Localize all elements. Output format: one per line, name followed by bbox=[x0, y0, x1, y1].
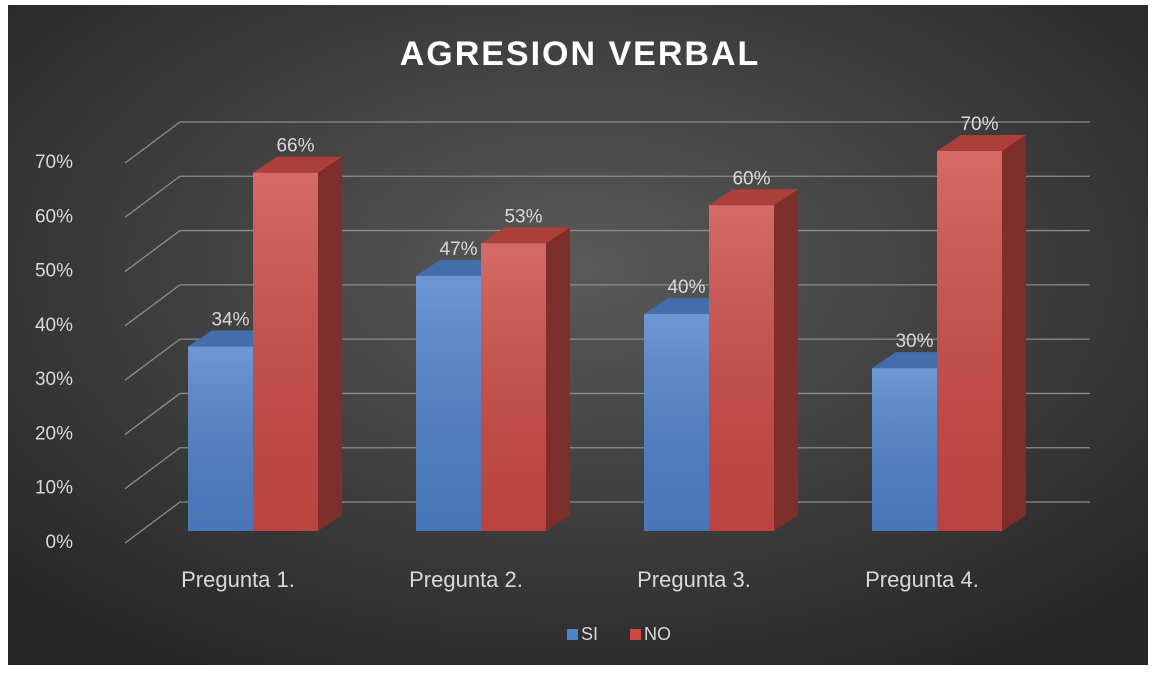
bar bbox=[937, 135, 1026, 531]
bar-side bbox=[1002, 135, 1026, 531]
y-tick-label: 40% bbox=[35, 315, 73, 336]
bar-top bbox=[937, 135, 1026, 151]
bar bbox=[253, 156, 342, 531]
bar-top bbox=[481, 227, 570, 244]
bar-top bbox=[253, 156, 342, 173]
bar-top bbox=[709, 189, 798, 206]
value-label: 30% bbox=[895, 331, 933, 352]
chart-title: AGRESION VERBAL bbox=[400, 35, 761, 73]
value-label: 34% bbox=[211, 309, 249, 330]
y-tick-label: 0% bbox=[46, 532, 74, 553]
value-label: 70% bbox=[960, 114, 998, 135]
x-tick-label: Pregunta 1. bbox=[181, 567, 295, 592]
legend-swatch bbox=[567, 629, 578, 640]
bar-shine bbox=[872, 368, 937, 531]
grid-line bbox=[124, 121, 1090, 164]
x-tick-label: Pregunta 3. bbox=[637, 567, 751, 592]
bar bbox=[709, 189, 798, 532]
y-tick-label: 60% bbox=[35, 206, 73, 227]
value-label: 40% bbox=[667, 277, 705, 298]
y-tick-label: 70% bbox=[35, 152, 73, 173]
legend-label: NO bbox=[644, 624, 671, 644]
value-label: 60% bbox=[732, 168, 770, 189]
y-tick-label: 30% bbox=[35, 369, 73, 390]
bar bbox=[481, 227, 570, 532]
y-tick-label: 50% bbox=[35, 261, 73, 282]
y-tick-label: 10% bbox=[35, 478, 73, 499]
bar-shine bbox=[709, 205, 774, 532]
bar-shine bbox=[481, 243, 546, 532]
value-label: 47% bbox=[439, 239, 477, 260]
x-tick-label: Pregunta 2. bbox=[409, 567, 523, 592]
bar-side bbox=[774, 189, 798, 532]
value-label: 53% bbox=[504, 206, 542, 227]
grid-line bbox=[124, 175, 1090, 218]
bar-shine bbox=[937, 151, 1002, 531]
value-label: 66% bbox=[276, 136, 314, 157]
legend-label: SI bbox=[581, 624, 598, 644]
legend-swatch bbox=[630, 629, 642, 640]
bar-shine bbox=[644, 313, 709, 531]
bar-side bbox=[546, 227, 570, 532]
bar-side bbox=[318, 156, 342, 531]
y-tick-label: 20% bbox=[35, 423, 73, 444]
bar-shine bbox=[253, 172, 318, 531]
bar-shine bbox=[416, 275, 481, 531]
bar bbox=[872, 352, 961, 531]
bar-shine bbox=[188, 346, 253, 531]
x-tick-label: Pregunta 4. bbox=[865, 567, 979, 592]
